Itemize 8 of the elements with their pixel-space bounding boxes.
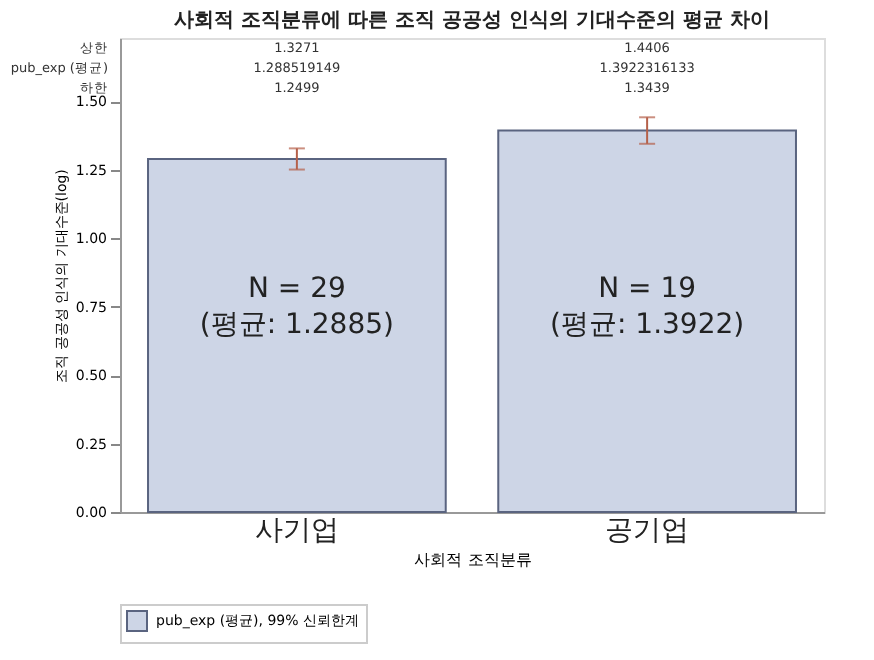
x-axis-title: 사회적 조직분류 [414, 551, 532, 569]
annotation: N = 29 [247, 273, 346, 306]
annotation: N = 19 [598, 273, 697, 306]
chart-title: 사회적 조직분류에 따른 조직 공공성 인식의 기대수준의 평균 차이 [174, 10, 770, 32]
annotation: (평균: 1.3922) [550, 309, 745, 342]
x-tick-label: 사기업 [254, 515, 339, 547]
annotation: (평균: 1.2885) [199, 309, 394, 342]
x-tick-label: 공기업 [605, 515, 690, 547]
